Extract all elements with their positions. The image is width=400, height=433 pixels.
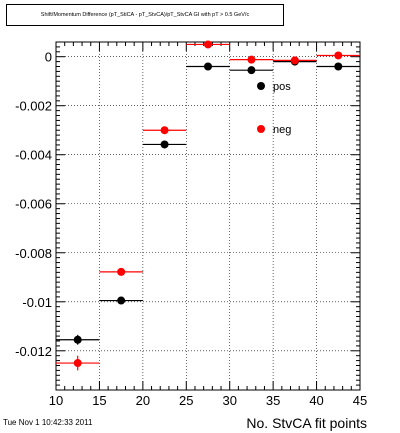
data-point-pos bbox=[99, 296, 143, 305]
marker bbox=[160, 140, 169, 149]
y-tick-label: -0.006 bbox=[15, 197, 52, 212]
y-tick-label: -0.004 bbox=[15, 148, 52, 163]
data-point-pos bbox=[186, 62, 230, 71]
legend-label-pos: pos bbox=[273, 81, 291, 93]
marker bbox=[73, 359, 82, 368]
x-tick-label: 40 bbox=[309, 393, 323, 408]
legend-marker-neg bbox=[257, 125, 265, 133]
x-tick-label: 15 bbox=[92, 393, 106, 408]
data-point-pos bbox=[229, 66, 274, 75]
chart-title-box: Shift/Momentum Difference (pT_StiCA - pT… bbox=[6, 4, 284, 26]
data-point-neg bbox=[142, 126, 187, 135]
data-point-neg bbox=[229, 55, 274, 64]
marker bbox=[247, 55, 256, 64]
y-tick-label: 0 bbox=[45, 50, 52, 65]
data-point-neg bbox=[56, 355, 100, 371]
chart-title: Shift/Momentum Difference (pT_StiCA - pT… bbox=[40, 12, 250, 18]
y-tick-label: -0.002 bbox=[15, 99, 52, 114]
x-tick-label: 30 bbox=[222, 393, 236, 408]
plot-frame bbox=[55, 41, 361, 391]
legend-label-neg: neg bbox=[273, 124, 291, 136]
data-point-pos bbox=[142, 140, 187, 149]
data-point-neg bbox=[186, 40, 230, 49]
marker bbox=[117, 267, 126, 276]
marker bbox=[290, 56, 299, 65]
x-tick-label: 25 bbox=[179, 393, 193, 408]
x-tick-label: 10 bbox=[49, 393, 63, 408]
marker bbox=[334, 51, 343, 60]
marker bbox=[117, 296, 126, 305]
marker bbox=[204, 40, 212, 49]
data-point-pos bbox=[56, 334, 100, 345]
x-tick-label: 45 bbox=[353, 393, 367, 408]
y-tick-label: -0.01 bbox=[22, 295, 52, 310]
legend-marker-pos bbox=[257, 82, 265, 90]
data-point-neg bbox=[99, 267, 143, 276]
data-point-neg bbox=[273, 56, 317, 65]
data-point-neg bbox=[316, 51, 360, 60]
x-axis-label: No. StvCA fit points bbox=[246, 415, 367, 431]
y-tick-label: -0.008 bbox=[15, 246, 52, 261]
marker bbox=[334, 62, 343, 71]
marker bbox=[247, 66, 256, 75]
marker bbox=[73, 335, 82, 344]
marker bbox=[160, 126, 169, 135]
data-point-pos bbox=[316, 62, 360, 71]
x-tick-label: 35 bbox=[266, 393, 280, 408]
y-tick-label: -0.012 bbox=[15, 344, 52, 359]
x-tick-label: 20 bbox=[136, 393, 150, 408]
timestamp: Tue Nov 1 10:42:33 2011 bbox=[3, 418, 93, 427]
marker bbox=[204, 62, 212, 71]
